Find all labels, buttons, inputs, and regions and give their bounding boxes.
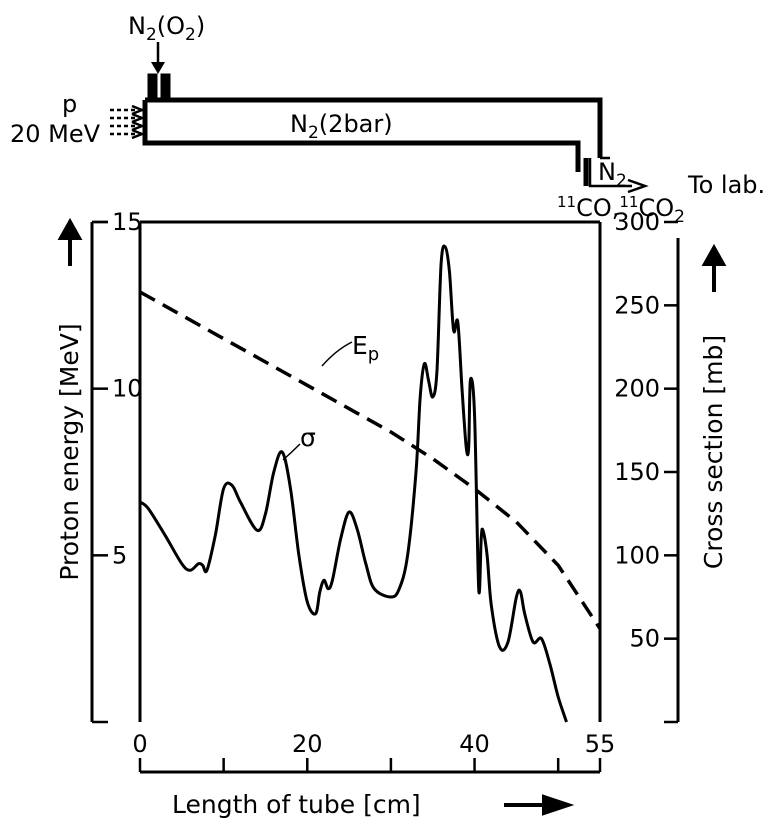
outlet-line [588,158,632,188]
x-tick-label-0: 0 [132,730,147,758]
right-tick-label-250: 250 [614,291,660,319]
left-y-axis-title: Proton energy [MeV] [55,323,84,580]
x-tick-label-20: 20 [292,730,323,758]
inlet-label: N2(O2) [128,12,205,45]
inlet-stub-right [160,73,171,100]
right-tick-label-150: 150 [614,458,660,486]
beam-arrows [110,104,146,140]
inlet-arrow-head [151,62,165,74]
to-lab-label: To lab. [687,171,765,199]
right-tick-label-200: 200 [614,375,660,403]
outlet-arrow-head [627,178,649,194]
products-label: 11CO,11CO2 [557,193,685,227]
beam-particle-label: p [62,90,77,118]
inlet-stub-left [147,73,158,100]
ep-annotation: Ep [352,331,379,365]
ep-leader-line [321,341,353,367]
right-axis-arrow [701,243,727,292]
right-tick-label-100: 100 [614,541,660,569]
left-y-ticks: 5 10 15 [92,208,143,724]
sigma-leader-line [282,443,301,461]
series-sigma-line [139,244,568,723]
left-axis-arrow [57,217,83,266]
x-tick-label-55: 55 [585,730,616,758]
chart: 5 10 15 50 100 150 200 250 300 0 20 40 55 Ep σ Pro… [55,208,728,819]
right-tick-label-50: 50 [629,625,660,653]
right-y-axis-title: Cross section [mb] [699,335,728,569]
tube-top-wall [145,97,603,158]
x-tick-label-40: 40 [459,730,490,758]
beam-energy-label: 20 MeV [10,120,101,148]
tube-bottom-wall [142,100,581,172]
right-y-ticks: 50 100 150 200 250 300 [614,208,678,724]
series-ep-line [139,290,602,630]
sigma-annotation: σ [300,423,316,452]
x-ticks: 0 20 40 55 [132,730,615,772]
apparatus-diagram: N2(O2) p 20 MeV N2(2bar) N2 11CO,11CO2 [10,12,765,227]
tube-gas-label: N2(2bar) [290,110,393,143]
outlet-gas-label: N2 [598,158,627,191]
x-axis-title: Length of tube [cm] [172,790,421,819]
x-axis-arrow [504,794,575,816]
left-tick-label-5: 5 [112,541,127,569]
left-tick-label-10: 10 [112,375,143,403]
right-tick-label-300: 300 [614,208,660,236]
left-tick-label-15: 15 [112,208,143,236]
